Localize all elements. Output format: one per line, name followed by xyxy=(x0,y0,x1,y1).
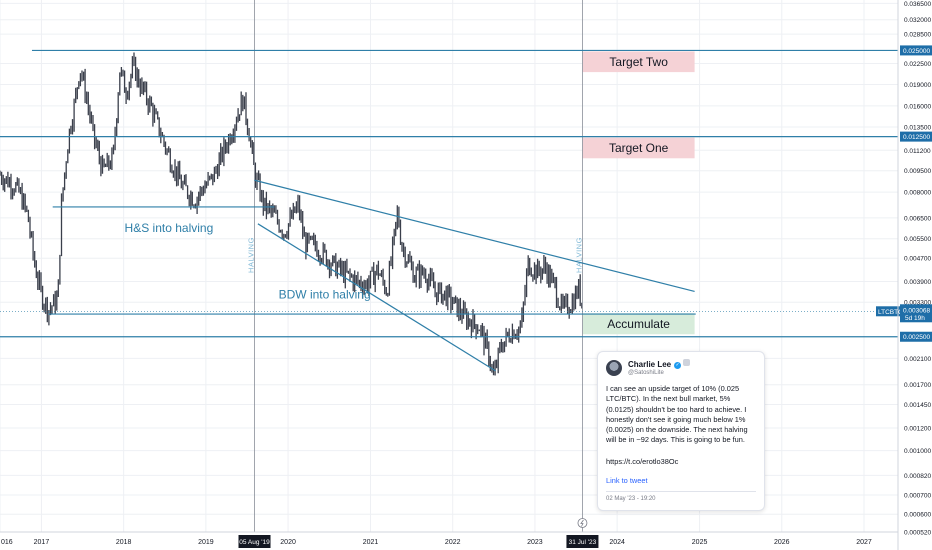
lightning-icon xyxy=(580,519,584,527)
y-tick-label: 0.000820 xyxy=(904,473,931,480)
price-tag-label: 0.012500 xyxy=(903,134,930,141)
annotation-label: H&S into halving xyxy=(125,221,214,235)
x-tick-label: 2027 xyxy=(856,539,872,546)
current-price-label: 0.003068 xyxy=(903,307,930,314)
x-tick-label: 2024 xyxy=(609,539,625,546)
date-tag-label: 05 Aug '19 xyxy=(239,539,270,546)
x-tick-label: 2018 xyxy=(116,539,132,546)
y-tick-label: 0.009500 xyxy=(904,168,931,175)
y-tick-label: 0.001700 xyxy=(904,382,931,389)
countdown-label: 5d 19h xyxy=(905,315,925,322)
price-series xyxy=(0,52,583,376)
verified-icon: ✓ xyxy=(674,362,682,369)
price-tag-label: 0.025000 xyxy=(903,48,930,55)
y-tick-label: 0.002100 xyxy=(904,356,931,363)
y-tick-label: 0.006500 xyxy=(904,215,931,222)
target-boxes: Target Two Target One Accumulate xyxy=(582,51,695,335)
x-tick-label: 2019 xyxy=(198,539,214,546)
target-box-label: Target Two xyxy=(609,55,668,69)
annotation-label: BDW into halving xyxy=(279,288,371,302)
tweet-url[interactable]: https://t.co/erotlo38Oc xyxy=(606,456,679,466)
affiliate-badge-icon xyxy=(683,359,691,366)
date-tag xyxy=(566,535,599,548)
x-tick-label: 2025 xyxy=(692,539,708,546)
y-tick-label: 0.004700 xyxy=(904,256,931,263)
y-tick-label: 0.028500 xyxy=(904,32,931,39)
date-tag xyxy=(238,535,271,548)
y-tick-label: 0.008000 xyxy=(904,190,931,197)
x-tick-label: 2026 xyxy=(774,539,790,546)
target-box xyxy=(582,137,695,159)
price-candles xyxy=(0,52,583,376)
x-tick-label: 2017 xyxy=(34,539,50,546)
y-tick-label: 0.022500 xyxy=(904,61,931,68)
drawing-lines: HALVING HALVING xyxy=(0,0,898,532)
y-tick-label: 0.003300 xyxy=(904,300,931,307)
trend-line xyxy=(257,223,496,372)
target-box xyxy=(582,313,695,335)
y-tick-label: 0.036500 xyxy=(904,1,931,8)
divider xyxy=(606,490,756,492)
tweet-header: Charlie Lee ✓ @SatoshiLite xyxy=(606,358,756,378)
halving-label: HALVING xyxy=(574,237,583,273)
y-tick-label: 0.019000 xyxy=(904,82,931,89)
tweet-handle: @SatoshiLite xyxy=(628,370,664,376)
symbol-tag xyxy=(876,306,900,317)
price-axis: 0.036500 0.032000 0.028500 0.022500 0.019000… xyxy=(0,1,932,537)
price-tag xyxy=(900,131,932,142)
event-marker-icon xyxy=(577,518,588,528)
y-tick-label: 0.001450 xyxy=(904,402,931,409)
y-tick-label: 0.000700 xyxy=(904,493,931,500)
price-tag-label: 0.002500 xyxy=(903,334,930,341)
y-tick-label: 0.016000 xyxy=(904,103,931,110)
target-box-label: Target One xyxy=(609,141,669,155)
x-tick-label: 016 xyxy=(1,539,13,546)
halving-label: HALVING xyxy=(247,237,256,273)
time-axis: 016 2017 2018 2019 2020 2021 2022 2023 2024 2025 2… xyxy=(0,0,899,550)
date-tag-label: 31 Jul '23 xyxy=(569,539,597,546)
price-tag xyxy=(900,45,932,56)
x-tick-label: 2021 xyxy=(363,539,379,546)
avatar xyxy=(606,360,622,376)
y-tick-label: 0.000520 xyxy=(904,530,931,537)
price-tag xyxy=(900,331,932,342)
y-tick-label: 0.011200 xyxy=(904,148,931,155)
y-tick-label: 0.001200 xyxy=(904,426,931,433)
tweet-body: I can see an upside target of 10% (0.025… xyxy=(606,384,748,445)
symbol-tag-label: LTCBTC xyxy=(878,309,903,316)
current-price-tag xyxy=(900,304,932,323)
y-tick-label: 0.000600 xyxy=(904,512,931,519)
target-box xyxy=(582,51,695,73)
x-tick-label: 2023 xyxy=(527,539,543,546)
y-tick-label: 0.013500 xyxy=(904,125,931,132)
annotations: H&S into halving BDW into halving xyxy=(125,221,371,301)
tweet-author: Charlie Lee xyxy=(628,360,672,369)
link-to-tweet[interactable]: Link to tweet xyxy=(606,475,648,485)
x-tick-label: 2020 xyxy=(280,539,296,546)
tweet-card: Charlie Lee ✓ @SatoshiLite I can see an u… xyxy=(597,351,765,511)
y-tick-label: 0.005500 xyxy=(904,236,931,243)
x-tick-label: 2022 xyxy=(445,539,461,546)
y-tick-label: 0.032000 xyxy=(904,17,931,24)
tweet-date: 02 May '23 - 19:20 xyxy=(606,495,656,502)
trend-line xyxy=(254,179,695,292)
y-tick-label: 0.003900 xyxy=(904,279,931,286)
target-box-label: Accumulate xyxy=(607,317,670,331)
y-tick-label: 0.001000 xyxy=(904,448,931,455)
